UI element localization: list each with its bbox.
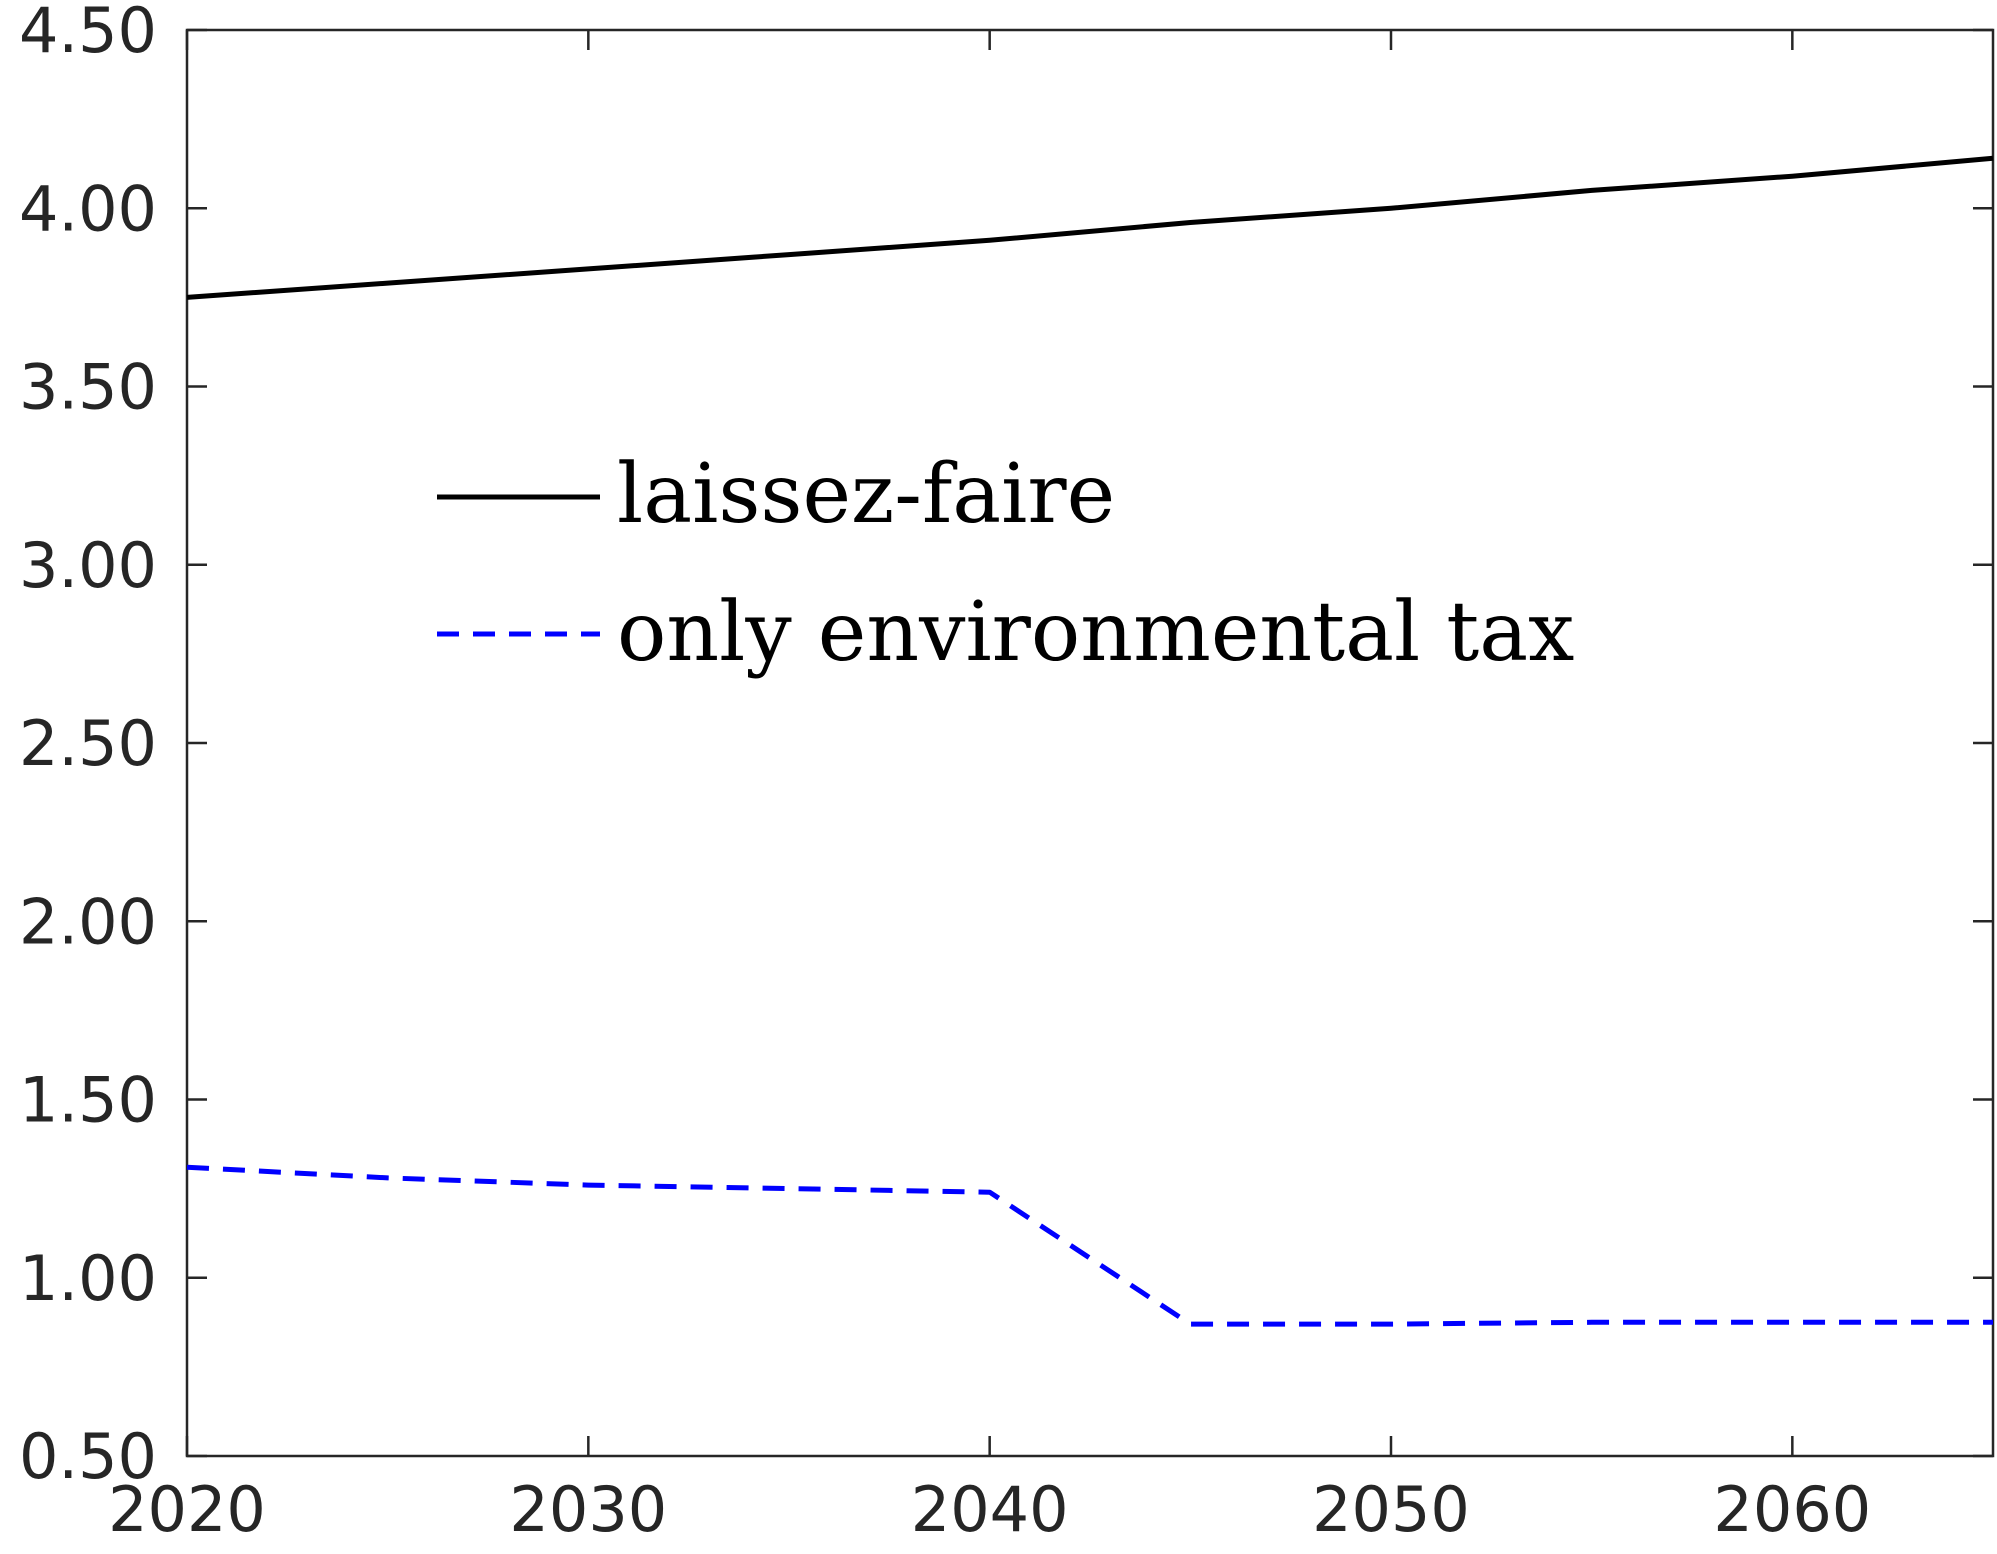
axes-frame xyxy=(185,28,1995,1458)
y-tick-label: 1.50 xyxy=(19,1064,157,1137)
series-line-only-environmental-tax xyxy=(186,1164,1993,1327)
y-axis-ticks: 0.50 1.00 1.50 2.00 2.50 3.00 3.50 4.00 4.50 xyxy=(19,0,1993,1493)
legend-label-only-environmental-tax: only environmental tax xyxy=(617,585,1574,680)
y-tick-label: 3.00 xyxy=(19,529,157,602)
x-axis-ticks: 2020 2030 2040 2050 2060 xyxy=(108,30,1871,1546)
y-tick-label: 4.00 xyxy=(19,172,157,245)
series-lines xyxy=(186,155,1994,1327)
plot-area-box xyxy=(185,28,1995,1458)
x-tick-label: 2060 xyxy=(1713,1473,1871,1546)
y-tick-label: 3.50 xyxy=(19,351,157,424)
series-line-laissez-faire xyxy=(186,155,1994,300)
y-tick-label: 2.00 xyxy=(19,885,157,958)
x-tick-label: 2030 xyxy=(509,1473,667,1546)
x-tick-label: 2050 xyxy=(1312,1473,1470,1546)
y-tick-label: 0.50 xyxy=(19,1420,157,1493)
y-tick-label: 1.00 xyxy=(19,1242,157,1315)
x-tick-label: 2020 xyxy=(108,1473,266,1546)
x-tick-label: 2040 xyxy=(911,1473,1069,1546)
y-tick-label: 2.50 xyxy=(19,707,157,780)
legend: laissez-faire only environmental tax xyxy=(437,447,1574,680)
y-tick-label: 4.50 xyxy=(19,0,157,67)
legend-label-laissez-faire: laissez-faire xyxy=(617,447,1115,542)
